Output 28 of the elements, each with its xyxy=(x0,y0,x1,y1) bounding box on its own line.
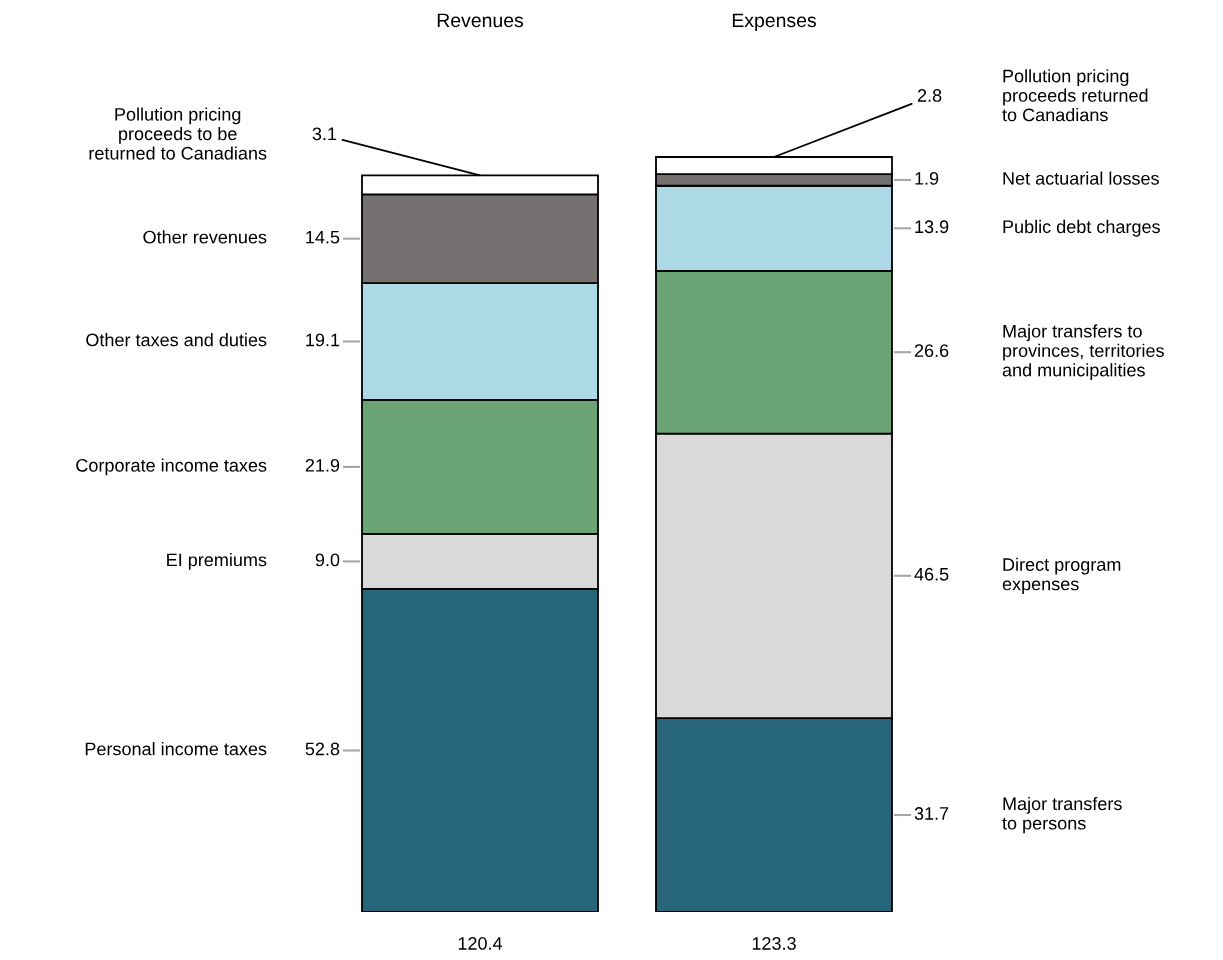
text: Public debt charges xyxy=(1003,219,1160,237)
data-label: 13.9 xyxy=(915,220,949,234)
x-tick-label: Revenues xyxy=(437,13,524,28)
text: EI premiums xyxy=(167,553,267,570)
total-label: 120.4 xyxy=(458,937,503,950)
text: Pollution pricing proceeds returned to Canadians xyxy=(1002,69,1148,122)
text: Other revenues xyxy=(143,230,267,244)
data-label: 52.8 xyxy=(305,742,340,756)
data-label: 21.9 xyxy=(305,458,340,472)
total-label: 123.3 xyxy=(752,937,796,950)
text: Other taxes and duties xyxy=(86,333,267,347)
text: Pollution pricing proceeds to be returned to Canadians xyxy=(89,107,267,160)
text: Corporate income taxes xyxy=(76,458,267,476)
data-label: 26.6 xyxy=(914,344,949,358)
data-label: 31.7 xyxy=(914,807,949,820)
data-label: 19.1 xyxy=(306,333,340,347)
data-label: 9.0 xyxy=(315,553,340,567)
text: Major transfers to provinces, territories and municipalities xyxy=(1002,324,1164,381)
data-label: 2.8 xyxy=(917,89,942,102)
data-label: 1.9 xyxy=(915,172,939,185)
x-tick-label: Expenses xyxy=(732,13,816,32)
text: Personal income taxes xyxy=(85,742,267,756)
data-label: 46.5 xyxy=(914,567,949,581)
data-label: 14.5 xyxy=(306,230,340,244)
text: Net actuarial losses xyxy=(1003,171,1159,185)
text: Major transfers to persons xyxy=(1002,796,1122,834)
data-label: 3.1 xyxy=(312,127,337,141)
text: Direct program expenses xyxy=(1002,557,1121,594)
